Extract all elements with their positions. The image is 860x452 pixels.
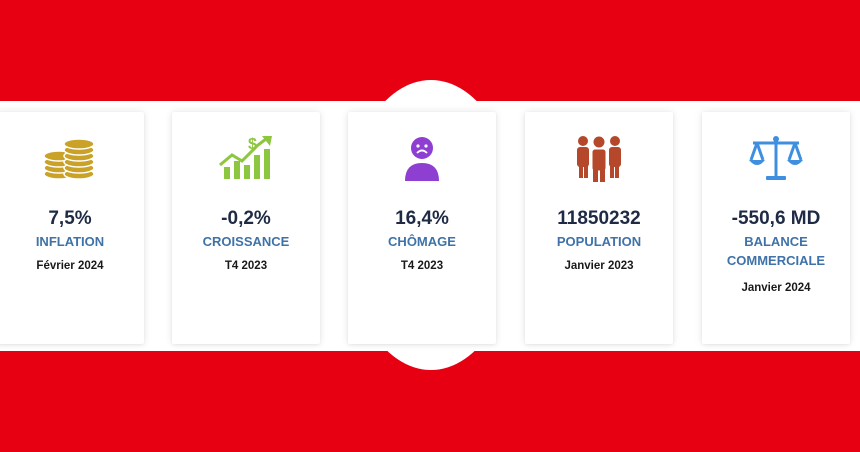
- stat-date: T4 2023: [400, 260, 444, 272]
- stat-date: Février 2024: [36, 260, 104, 272]
- stat-card-croissance: $ -0,2% CROISSANCE T4 2023: [172, 112, 320, 344]
- stat-label: POPULATION: [556, 234, 642, 249]
- svg-text:$: $: [248, 136, 257, 153]
- stat-date: T4 2023: [224, 260, 268, 272]
- stat-card-chomage: 16,4% CHÔMAGE T4 2023: [348, 112, 496, 344]
- stat-value: 7,5%: [48, 208, 92, 229]
- stat-label-line-2: COMMERCIALE: [726, 253, 826, 268]
- stat-label: INFLATION: [35, 234, 105, 249]
- stat-label: BALANCE COMMERCIALE: [706, 232, 846, 270]
- stat-card-balance-commerciale: -550,6 MD BALANCE COMMERCIALE Janvier 20…: [702, 112, 850, 344]
- stat-label: CROISSANCE: [202, 234, 290, 249]
- growth-chart-icon: $: [172, 128, 320, 188]
- stat-date: Janvier 2024: [741, 282, 811, 294]
- stat-label-line-1: BALANCE: [744, 234, 808, 249]
- coins-icon: [0, 128, 144, 188]
- stat-label: CHÔMAGE: [388, 234, 456, 249]
- balance-scale-icon: [702, 128, 850, 188]
- stat-date: Janvier 2023: [564, 260, 634, 272]
- stat-value: 16,4%: [395, 208, 449, 229]
- stat-card-inflation: 7,5% INFLATION Février 2024: [0, 112, 144, 344]
- stat-value: -0,2%: [221, 208, 271, 229]
- stat-value: -550,6 MD: [731, 208, 821, 229]
- stat-card-population: 11850232 POPULATION Janvier 2023: [525, 112, 673, 344]
- people-group-icon: [525, 128, 673, 188]
- sad-person-icon: [348, 128, 496, 188]
- stat-value: 11850232: [557, 208, 641, 229]
